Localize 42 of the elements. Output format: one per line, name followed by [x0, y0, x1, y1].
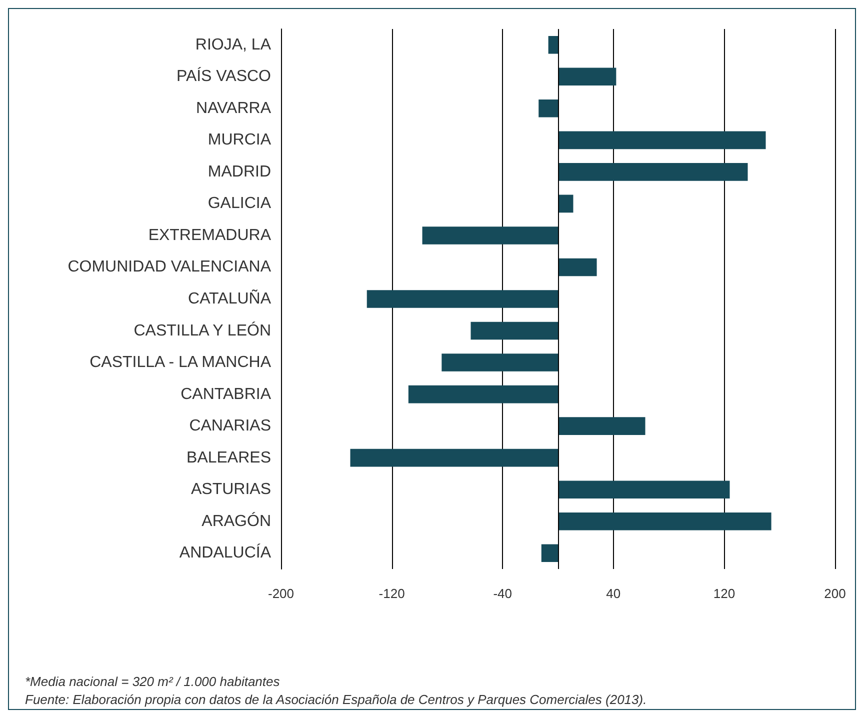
x-tick-label: -120	[378, 586, 405, 601]
y-tick-label: MADRID	[208, 163, 271, 180]
bar	[558, 194, 574, 213]
bar	[558, 131, 766, 150]
bar	[558, 480, 730, 498]
bar	[366, 290, 558, 308]
y-tick-label: EXTREMADURA	[148, 226, 272, 244]
bar	[558, 417, 646, 435]
x-tick-label: 200	[824, 586, 846, 601]
bar	[538, 100, 558, 118]
y-tick-label: CASTILLA - LA MANCHA	[90, 354, 272, 372]
bar	[558, 163, 748, 181]
y-tick-label: CASTILLA Y LEÓN	[134, 321, 271, 340]
bar	[350, 448, 558, 467]
y-tick-label: ANDALUCÍA	[179, 544, 272, 562]
bar	[422, 226, 558, 244]
y-tick-label: ASTURIAS	[190, 481, 271, 498]
source-note: Fuente: Elaboración propia con datos de la Asociación Española de Centros y Parques Comerciales (2013).	[25, 691, 647, 709]
bar	[408, 385, 558, 404]
bar	[558, 512, 772, 530]
text: *Media nacional = 320 m² / 1.000 habitantes	[25, 673, 281, 691]
bar	[541, 544, 558, 562]
y-tick-label: MURCIA	[208, 132, 272, 149]
y-tick-label: BALEARES	[186, 449, 271, 466]
x-tick-label: -200	[268, 586, 294, 601]
y-tick-label: GALICIA	[208, 195, 272, 212]
bar	[442, 354, 558, 372]
x-tick-label: -40	[493, 586, 512, 601]
bar	[558, 258, 597, 276]
y-tick-label: CANTABRIA	[180, 386, 272, 403]
y-tick-label: RIOJA, LA	[195, 36, 272, 54]
x-tick-label: 120	[713, 586, 736, 601]
bar	[470, 322, 558, 340]
y-tick-label: NAVARRA	[196, 100, 272, 117]
bar	[548, 36, 558, 54]
y-tick-label: ARAGÓN	[202, 512, 271, 530]
y-tick-label: COMUNIDAD VALENCIANA	[68, 258, 272, 276]
bar	[558, 68, 616, 86]
y-tick-label: PAÍS VASCO	[176, 67, 271, 86]
y-tick-label: CATALUÑA	[188, 288, 272, 308]
y-tick-label: CANARIAS	[189, 418, 271, 435]
x-tick-label: 40	[606, 586, 621, 601]
